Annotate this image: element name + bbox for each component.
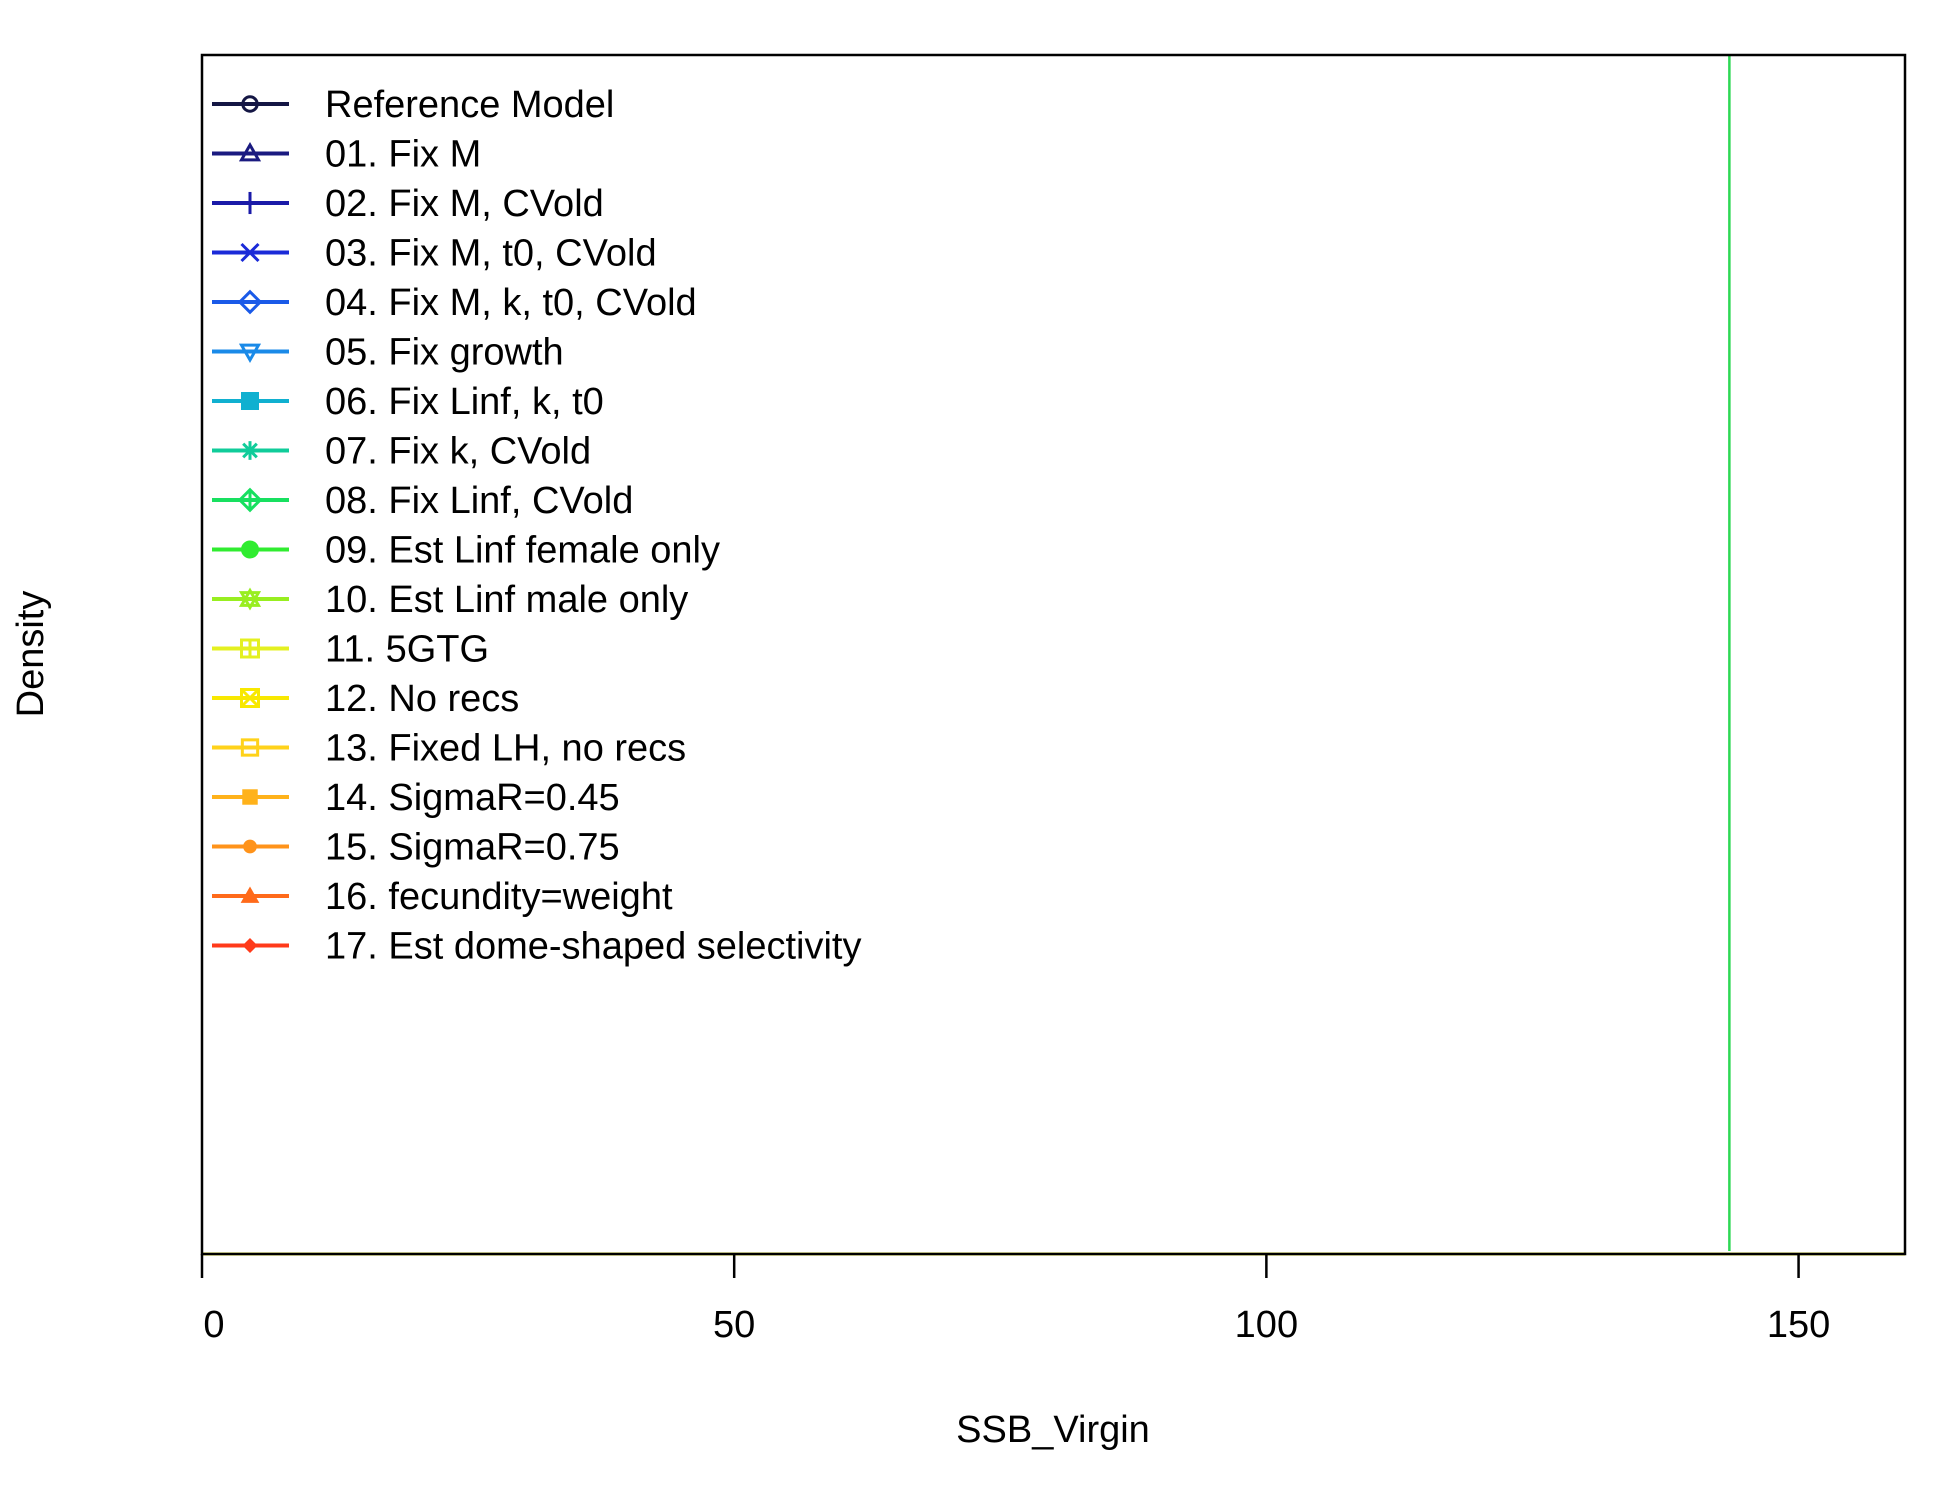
legend-item: 06. Fix Linf, k, t0 (212, 381, 604, 423)
legend-marker (240, 441, 260, 460)
legend-item: 10. Est Linf male only (212, 579, 688, 621)
legend-marker (242, 937, 258, 954)
legend-label: 07. Fix k, CVold (325, 431, 591, 473)
legend-item: Reference Model (212, 84, 614, 126)
legend-marker (238, 141, 262, 162)
legend-marker (240, 886, 260, 903)
legend-label: 06. Fix Linf, k, t0 (325, 381, 604, 423)
legend-item: 12. No recs (212, 678, 519, 720)
legend-label: 02. Fix M, CVold (325, 183, 604, 225)
legend-label: 16. fecundity=weight (325, 876, 673, 918)
y-axis-label: Density (10, 591, 52, 718)
legend-item: 17. Est dome-shaped selectivity (212, 926, 862, 968)
legend-marker (240, 638, 260, 659)
legend-label: 03. Fix M, t0, CVold (325, 233, 657, 275)
legend-marker (241, 95, 259, 113)
x-tick-label-0: 0 (203, 1304, 224, 1346)
legend-label: 04. Fix M, k, t0, CVold (325, 282, 697, 324)
legend-label: 05. Fix growth (325, 332, 564, 374)
legend-label: 14. SigmaR=0.45 (325, 777, 620, 819)
legend-marker (238, 191, 262, 215)
legend-marker (238, 343, 262, 364)
legend-item: 15. SigmaR=0.75 (212, 827, 620, 869)
x-axis: 0 50 100 150 (200, 1254, 1830, 1346)
legend-item: 09. Est Linf female only (212, 530, 720, 572)
legend-label: 12. No recs (325, 678, 519, 720)
legend-label: 09. Est Linf female only (325, 530, 720, 572)
legend-label: 01. Fix M (325, 134, 481, 176)
legend-marker (241, 392, 259, 410)
legend-item: 01. Fix M (212, 134, 481, 176)
legend-item: 13. Fixed LH, no recs (212, 728, 686, 770)
legend-item: 08. Fix Linf, CVold (212, 480, 633, 522)
x-axis-label: SSB_Virgin (956, 1409, 1150, 1451)
legend-item: 05. Fix growth (212, 332, 564, 374)
legend-label: 10. Est Linf male only (325, 579, 688, 621)
legend-label: 13. Fixed LH, no recs (325, 728, 686, 770)
legend-label: 11. 5GTG (325, 629, 489, 671)
legend-marker (240, 738, 260, 757)
legend-item: 04. Fix M, k, t0, CVold (212, 282, 697, 324)
x-tick-label-150: 150 (1767, 1304, 1830, 1346)
legend-item: 16. fecundity=weight (212, 876, 673, 918)
legend-item: 02. Fix M, CVold (212, 183, 604, 225)
legend-label: Reference Model (325, 84, 614, 126)
legend-marker (237, 289, 263, 315)
legend-marker (240, 688, 260, 708)
legend-label: 08. Fix Linf, CVold (325, 480, 633, 522)
legend-label: 15. SigmaR=0.75 (325, 827, 620, 869)
legend-marker (237, 487, 263, 513)
legend-item: 14. SigmaR=0.45 (212, 777, 620, 819)
x-tick-label-100: 100 (1235, 1304, 1298, 1346)
legend-marker (242, 789, 258, 805)
legend-marker (241, 540, 259, 559)
legend-item: 11. 5GTG (212, 629, 489, 671)
legend-item: 03. Fix M, t0, CVold (212, 233, 657, 275)
legend-marker (243, 839, 257, 854)
x-tick-label-50: 50 (713, 1304, 755, 1346)
plot-frame (200, 53, 1907, 1256)
legend-marker (238, 587, 262, 611)
legend-label: 17. Est dome-shaped selectivity (325, 926, 862, 968)
legend-item: 07. Fix k, CVold (212, 431, 591, 473)
legend-marker (240, 242, 260, 263)
legend: Reference Model 01. Fix M 02. Fix M, CVold… (212, 84, 862, 968)
